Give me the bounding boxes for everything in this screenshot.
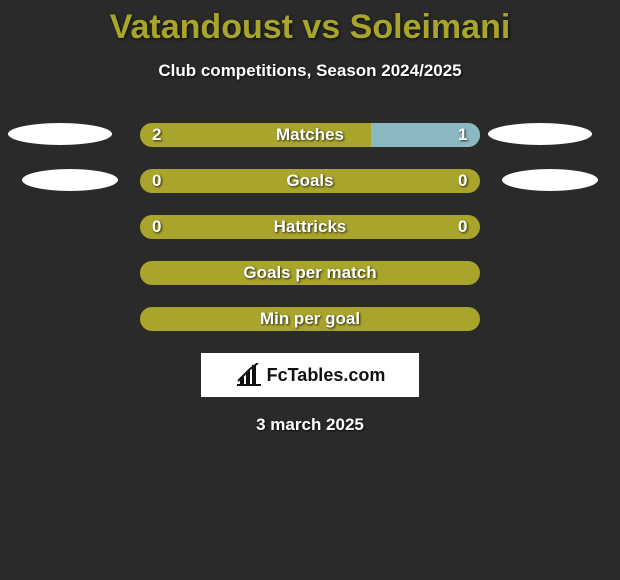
stat-row: Min per goal [0, 307, 620, 331]
stat-row: Goals per match [0, 261, 620, 285]
stat-label: Matches [276, 125, 344, 145]
stat-row: Hattricks 0 0 [0, 215, 620, 239]
stat-label: Hattricks [274, 217, 347, 237]
date-label: 3 march 2025 [0, 415, 620, 435]
stat-row: Goals 0 0 [0, 169, 620, 193]
stat-value-left: 2 [152, 125, 161, 145]
comparison-chart: Matches 2 1 Goals 0 0 Hattricks 0 0 Goals per mat… [0, 123, 620, 331]
stat-value-right: 0 [458, 217, 467, 237]
stat-label: Goals per match [243, 263, 376, 283]
stat-label: Goals [286, 171, 333, 191]
stat-value-right: 0 [458, 171, 467, 191]
page-subtitle: Club competitions, Season 2024/2025 [0, 61, 620, 81]
brand-box: FcTables.com [201, 353, 419, 397]
bar-chart-icon [235, 363, 263, 387]
stat-value-left: 0 [152, 171, 161, 191]
stat-value-right: 1 [458, 125, 467, 145]
stat-value-left: 0 [152, 217, 161, 237]
stat-label: Min per goal [260, 309, 360, 329]
page-title: Vatandoust vs Soleimani [0, 0, 620, 47]
brand-label: FcTables.com [267, 365, 386, 386]
stat-row: Matches 2 1 [0, 123, 620, 147]
